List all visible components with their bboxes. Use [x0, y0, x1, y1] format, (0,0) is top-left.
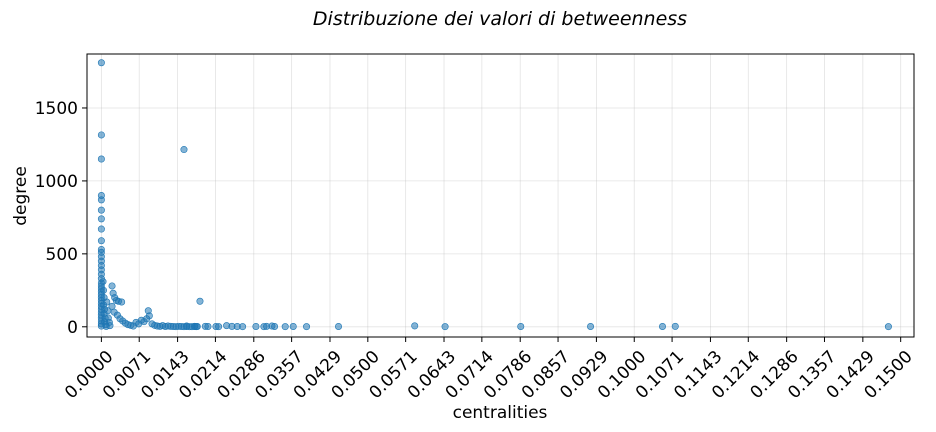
- data-point: [658, 322, 666, 330]
- y-tick-label: 0: [67, 318, 78, 338]
- data-point: [271, 322, 279, 330]
- data-point: [239, 323, 247, 331]
- y-axis-ticks: 0 500 1000 1500: [35, 99, 87, 338]
- data-point: [144, 307, 152, 315]
- data-point: [103, 298, 111, 306]
- x-axis-ticks: 0.00000.00710.01430.02140.02860.03570.04…: [61, 337, 917, 403]
- data-point: [411, 322, 419, 330]
- chart-title: Distribuzione dei valori di betweenness: [313, 8, 687, 30]
- y-tick-label: 1000: [35, 172, 78, 192]
- data-point: [335, 322, 343, 330]
- data-point: [281, 323, 289, 331]
- data-point: [97, 196, 105, 204]
- data-point: [97, 206, 105, 214]
- data-point: [97, 155, 105, 163]
- data-point: [97, 225, 105, 233]
- data-point: [183, 322, 191, 330]
- data-point: [180, 146, 188, 154]
- y-tick-label: 1500: [35, 99, 78, 119]
- data-point: [517, 322, 525, 330]
- grid-layer: [87, 54, 914, 337]
- data-point: [97, 215, 105, 223]
- data-point: [204, 322, 212, 330]
- points-layer: [97, 59, 892, 331]
- data-point: [671, 322, 679, 330]
- data-point: [104, 307, 112, 315]
- data-point: [884, 323, 892, 331]
- data-point: [108, 302, 116, 310]
- data-point: [441, 323, 449, 331]
- data-point: [303, 323, 311, 331]
- data-point: [106, 322, 114, 330]
- y-axis-label: degree: [11, 166, 31, 226]
- data-point: [118, 298, 126, 306]
- data-point: [193, 322, 201, 330]
- data-point: [108, 282, 116, 290]
- data-point: [100, 286, 108, 294]
- data-point: [99, 278, 107, 286]
- plot-frame: [86, 53, 915, 338]
- data-point: [252, 322, 260, 330]
- y-tick-label: 500: [46, 245, 78, 265]
- data-point: [97, 237, 105, 245]
- x-axis-label: centralities: [453, 403, 548, 423]
- data-point: [215, 323, 223, 331]
- data-point: [196, 297, 204, 305]
- data-point: [97, 59, 105, 67]
- data-point: [587, 322, 595, 330]
- data-point: [97, 131, 105, 139]
- data-point: [289, 322, 297, 330]
